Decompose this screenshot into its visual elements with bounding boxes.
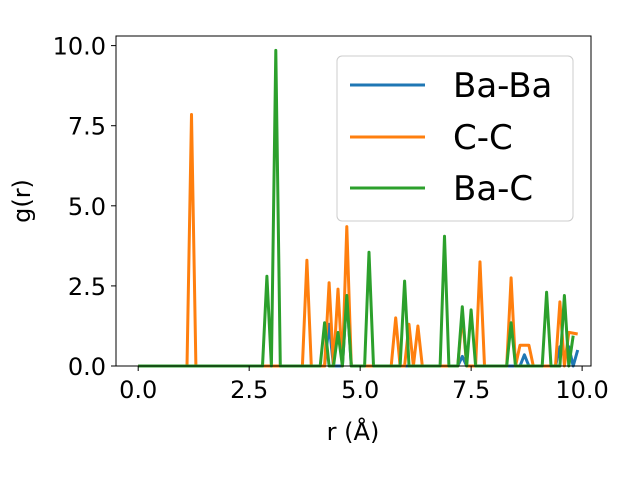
legend-label-ba-ba: Ba-Ba: [453, 66, 552, 106]
y-tick-label: 5.0: [68, 193, 106, 221]
x-tick-label: 2.5: [230, 376, 268, 404]
legend-label-ba-c: Ba-C: [453, 169, 533, 209]
y-axis-label: g(r): [8, 179, 36, 223]
ticks-layer: 0.0 2.5 5.0 7.5 10.0 0.0 2.5 5.0 7.5 10.0: [53, 33, 609, 404]
legend: Ba-Ba C-C Ba-C: [336, 55, 574, 222]
y-tick-label: 10.0: [53, 33, 106, 61]
legend-box: [336, 55, 574, 222]
x-axis-label: r (Å): [327, 417, 380, 446]
legend-label-c-c: C-C: [453, 118, 513, 158]
y-tick-label: 2.5: [68, 273, 106, 301]
y-tick-label: 7.5: [68, 113, 106, 141]
x-tick-label: 5.0: [341, 376, 379, 404]
x-tick-label: 0.0: [119, 376, 157, 404]
y-tick-label: 0.0: [68, 353, 106, 381]
axes-frame: [115, 35, 592, 367]
x-tick-label: 10.0: [555, 376, 608, 404]
x-tick-label: 7.5: [452, 376, 490, 404]
